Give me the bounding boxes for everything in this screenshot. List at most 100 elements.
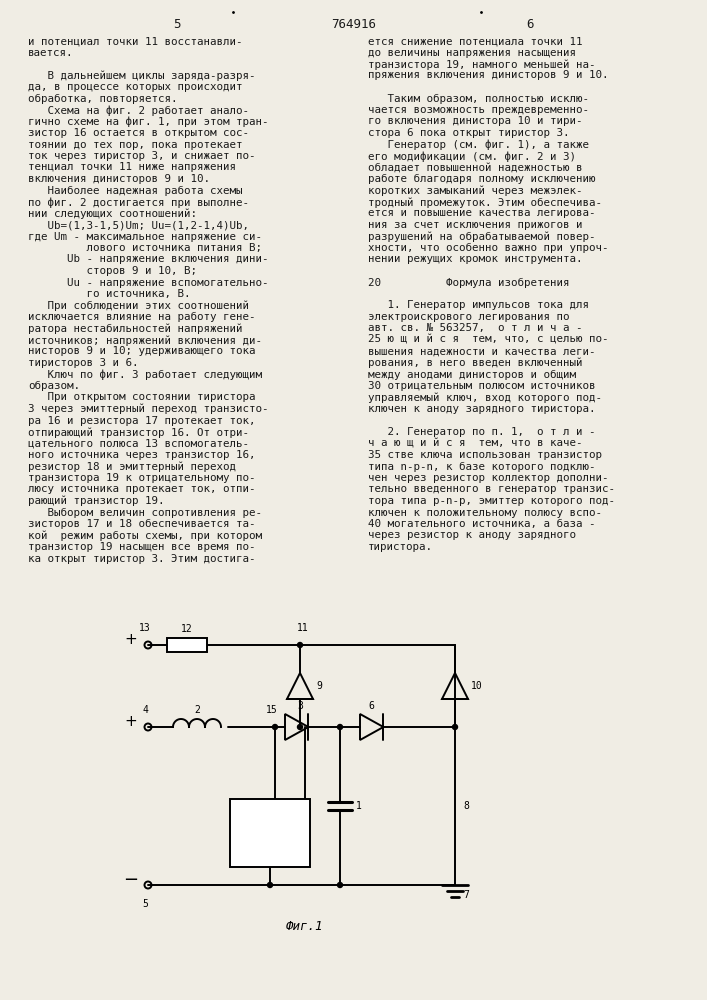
Text: 1: 1: [356, 801, 362, 811]
Text: исключается влияние на работу гене-: исключается влияние на работу гене-: [28, 312, 255, 322]
Text: 8: 8: [463, 801, 469, 811]
Text: 5: 5: [173, 18, 180, 31]
Text: стора 6 пока открыт тиристор 3.: стора 6 пока открыт тиристор 3.: [368, 128, 570, 138]
Text: Ub=(1,3-1,5)Um; Uu=(1,2-1,4)Ub,: Ub=(1,3-1,5)Um; Uu=(1,2-1,4)Ub,: [28, 220, 249, 230]
Text: пряжения включения динисторов 9 и 10.: пряжения включения динисторов 9 и 10.: [368, 70, 609, 81]
Bar: [167, 638, 207, 652]
Text: и потенциал точки 11 восстанавли-: и потенциал точки 11 восстанавли-: [28, 36, 243, 46]
Text: ратора нестабильностей напряжений: ратора нестабильностей напряжений: [28, 324, 243, 334]
Text: Фиг.1: Фиг.1: [285, 920, 323, 933]
Text: 3: 3: [297, 701, 303, 711]
Text: 25 ю щ и й с я  тем, что, с целью по-: 25 ю щ и й с я тем, что, с целью по-: [368, 335, 609, 345]
Text: тиристоров 3 и 6.: тиристоров 3 и 6.: [28, 358, 139, 368]
Circle shape: [452, 724, 457, 730]
Text: гично схеме на фиг. 1, при этом тран-: гично схеме на фиг. 1, при этом тран-: [28, 116, 269, 127]
Text: +: +: [124, 633, 137, 648]
Text: Генератор (см. фиг. 1), а также: Генератор (см. фиг. 1), а также: [368, 139, 589, 150]
Text: При соблюдении этих соотношений: При соблюдении этих соотношений: [28, 300, 249, 311]
Text: нении режущих кромок инструмента.: нении режущих кромок инструмента.: [368, 254, 583, 264]
Text: чается возможность преждевременно-: чается возможность преждевременно-: [368, 105, 589, 115]
Text: коротких замыканий через межэлек-: коротких замыканий через межэлек-: [368, 186, 583, 196]
Circle shape: [298, 643, 303, 648]
Text: 764916: 764916: [331, 18, 376, 31]
Text: зистор 16 остается в открытом сос-: зистор 16 остается в открытом сос-: [28, 128, 249, 138]
Text: между анодами динисторов и общим: между анодами динисторов и общим: [368, 369, 576, 380]
Text: ется и повышение качества легирова-: ется и повышение качества легирова-: [368, 209, 595, 219]
Text: через резистор к аноду зарядного: через резистор к аноду зарядного: [368, 530, 576, 540]
Text: нисторов 9 и 10; удерживающего тока: нисторов 9 и 10; удерживающего тока: [28, 347, 255, 357]
Text: +: +: [124, 714, 137, 730]
Text: цательного полюса 13 вспомогатель-: цательного полюса 13 вспомогатель-: [28, 438, 249, 448]
Circle shape: [337, 724, 342, 730]
Text: сторов 9 и 10, В;: сторов 9 и 10, В;: [28, 266, 197, 276]
Text: ключен к аноду зарядного тиристора.: ключен к аноду зарядного тиристора.: [368, 404, 595, 414]
Circle shape: [267, 882, 272, 888]
Circle shape: [272, 724, 278, 730]
Text: транзистора 19, намного меньшей на-: транзистора 19, намного меньшей на-: [368, 59, 595, 70]
Text: нии следующих соотношений:: нии следующих соотношений:: [28, 209, 197, 219]
Text: ключен к положительному полюсу вспо-: ключен к положительному полюсу вспо-: [368, 508, 602, 518]
Text: 7: 7: [463, 890, 469, 900]
Circle shape: [337, 882, 342, 888]
Text: Таким образом, полностью исклю-: Таким образом, полностью исклю-: [368, 94, 589, 104]
Text: тора типа р-n-р, эмиттер которого под-: тора типа р-n-р, эмиттер которого под-: [368, 496, 615, 506]
Bar: [230, 799, 310, 867]
Circle shape: [298, 724, 303, 730]
Text: рающий транзистор 19.: рающий транзистор 19.: [28, 496, 165, 506]
Text: 15: 15: [266, 705, 278, 715]
Text: люсу источника протекает ток, отпи-: люсу источника протекает ток, отпи-: [28, 485, 255, 494]
Text: до величины напряжения насыщения: до величины напряжения насыщения: [368, 47, 576, 57]
Text: 12: 12: [181, 624, 193, 634]
Text: тельно введенного в генератор транзис-: тельно введенного в генератор транзис-: [368, 485, 615, 494]
Text: где Um - максимальное напряжение си-: где Um - максимальное напряжение си-: [28, 232, 262, 241]
Text: Ub - напряжение включения дини-: Ub - напряжение включения дини-: [28, 254, 269, 264]
Text: го включения динистора 10 и тири-: го включения динистора 10 и тири-: [368, 116, 583, 126]
Text: −: −: [124, 871, 139, 889]
Text: ч а ю щ и й с я  тем, что в каче-: ч а ю щ и й с я тем, что в каче-: [368, 438, 583, 448]
Text: кой  режим работы схемы, при котором: кой режим работы схемы, при котором: [28, 530, 262, 541]
Text: отпирающий транзистор 16. От отри-: отпирающий транзистор 16. От отри-: [28, 427, 249, 438]
Text: управляемый ключ, вход которого под-: управляемый ключ, вход которого под-: [368, 392, 602, 403]
Text: обработка, повторяется.: обработка, повторяется.: [28, 94, 177, 104]
Text: обладает повышенной надежностью в: обладает повышенной надежностью в: [368, 162, 583, 172]
Text: разрушений на обрабатываемой повер-: разрушений на обрабатываемой повер-: [368, 232, 595, 242]
Text: 6: 6: [368, 701, 374, 711]
Text: При открытом состоянии тиристора: При открытом состоянии тиристора: [28, 392, 255, 402]
Text: 3 через эмиттерный переход транзисто-: 3 через эмиттерный переход транзисто-: [28, 404, 269, 414]
Text: 30 отрицательным полюсом источников: 30 отрицательным полюсом источников: [368, 381, 595, 391]
Text: образом.: образом.: [28, 381, 80, 391]
Text: 2: 2: [194, 705, 200, 715]
Text: вается.: вается.: [28, 47, 74, 57]
Text: Наиболее надежная работа схемы: Наиболее надежная работа схемы: [28, 186, 243, 196]
Text: Ключ по фиг. 3 работает следующим: Ключ по фиг. 3 работает следующим: [28, 369, 262, 380]
Text: ния за счет исключения прижогов и: ния за счет исключения прижогов и: [368, 220, 583, 230]
Text: го источника, В.: го источника, В.: [28, 289, 190, 299]
Text: 14: 14: [262, 826, 278, 840]
Text: В дальнейшем циклы заряда-разря-: В дальнейшем циклы заряда-разря-: [28, 70, 255, 81]
Text: типа n-p-n, к базе которого подклю-: типа n-p-n, к базе которого подклю-: [368, 462, 595, 472]
Text: лового источника питания В;: лового источника питания В;: [28, 243, 262, 253]
Text: зисторов 17 и 18 обеспечивается та-: зисторов 17 и 18 обеспечивается та-: [28, 519, 255, 529]
Text: 13: 13: [139, 623, 151, 633]
Text: его модификации (см. фиг. 2 и 3): его модификации (см. фиг. 2 и 3): [368, 151, 576, 161]
Text: транзистор 19 насыщен все время по-: транзистор 19 насыщен все время по-: [28, 542, 255, 552]
Text: тоянии до тех пор, пока протекает: тоянии до тех пор, пока протекает: [28, 139, 243, 149]
Text: резистор 18 и эмиттерный переход: резистор 18 и эмиттерный переход: [28, 462, 236, 472]
Text: Выбором величин сопротивления ре-: Выбором величин сопротивления ре-: [28, 508, 262, 518]
Text: хности, что особенно важно при упроч-: хности, что особенно важно при упроч-: [368, 243, 609, 253]
Text: тродный промежуток. Этим обеспечива-: тродный промежуток. Этим обеспечива-: [368, 197, 602, 208]
Text: ра 16 и резистора 17 протекает ток,: ра 16 и резистора 17 протекает ток,: [28, 416, 255, 426]
Text: источников; напряжений включения ди-: источников; напряжений включения ди-: [28, 335, 262, 346]
Text: 40 могательного источника, а база -: 40 могательного источника, а база -: [368, 519, 595, 529]
Text: работе благодаря полному исключению: работе благодаря полному исключению: [368, 174, 595, 184]
Text: рования, в него введен включенный: рования, в него введен включенный: [368, 358, 583, 368]
Text: вышения надежности и качества леги-: вышения надежности и качества леги-: [368, 347, 595, 357]
Text: 11: 11: [297, 623, 309, 633]
Text: 4: 4: [142, 705, 148, 715]
Text: тенциал точки 11 ниже напряжения: тенциал точки 11 ниже напряжения: [28, 162, 236, 172]
Text: 20          Формула изобретения: 20 Формула изобретения: [368, 277, 570, 288]
Text: да, в процессе которых происходит: да, в процессе которых происходит: [28, 82, 243, 92]
Text: 6: 6: [527, 18, 534, 31]
Text: ется снижение потенциала точки 11: ется снижение потенциала точки 11: [368, 36, 583, 46]
Text: ного источника через транзистор 16,: ного источника через транзистор 16,: [28, 450, 255, 460]
